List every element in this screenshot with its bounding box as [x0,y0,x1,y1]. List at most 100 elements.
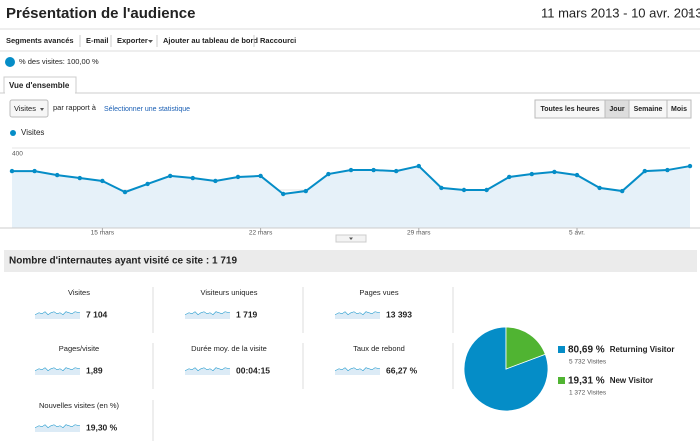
x-tick-label: 22 mars [249,230,273,237]
legend-value: 80,69 % [568,345,605,356]
y-tick-label: 400 [12,151,23,158]
point[interactable] [665,167,670,173]
metric-label: Nouvelles visites (en %) [39,401,120,410]
metric-value: 66,27 % [386,365,418,375]
metric-value: 19,30 % [86,422,118,432]
period-label[interactable]: Mois [671,106,687,113]
toolbar-item[interactable]: Raccourci [260,36,296,45]
metric-value: 7 104 [86,309,108,319]
tab-label[interactable]: Vue d'ensemble [9,81,70,90]
point[interactable] [145,181,150,187]
sparkline [185,367,230,375]
point[interactable] [552,169,557,175]
point[interactable] [597,185,602,191]
legend-swatch [558,346,565,353]
page-title: Présentation de l'audience [6,5,195,22]
legend-label: New Visitor [610,376,653,385]
toolbar: Segments avancés E-mail Exporter Ajouter au… [6,35,296,47]
point[interactable] [394,168,399,174]
legend-label: Visites [21,128,44,137]
metric-value: 13 393 [386,309,412,319]
point[interactable] [122,189,128,195]
sparkline [35,367,80,375]
date-picker[interactable] [537,4,697,24]
point[interactable] [461,187,467,193]
point[interactable] [620,188,625,194]
metric-value: 1 719 [236,309,258,319]
point[interactable] [371,167,376,173]
point[interactable] [574,172,580,178]
metric-select[interactable] [9,99,49,118]
metric-value: 1,89 [86,365,103,375]
point[interactable] [77,175,83,181]
dropdown-arrow [688,12,692,15]
point[interactable] [9,168,15,174]
sparkline [35,311,80,319]
x-tick-label: 5 avr. [569,230,585,237]
metric-label: Visiteurs uniques [201,288,258,297]
point[interactable] [484,187,489,193]
period-buttons: Toutes les heures Jour Semaine Mois [534,99,692,119]
dropdown-arrow [148,40,153,43]
point[interactable] [168,173,173,179]
sparkline [185,311,230,319]
metric-select-label[interactable]: Visites [14,104,36,113]
dropdown-arrow [40,108,44,111]
point[interactable] [416,163,421,169]
period-label[interactable]: Semaine [634,106,663,113]
area [12,166,690,228]
point[interactable] [303,188,308,194]
point[interactable] [235,174,241,180]
point[interactable] [687,163,693,169]
summary-title: Nombre d'internautes ayant visité ce sit… [9,256,237,267]
metric-label: Durée moy. de la visite [191,344,267,353]
point[interactable] [642,168,647,174]
metric-tiles: Visites 7 104 Visiteurs uniques 1 719 Pages … [35,287,454,441]
metric-label: Pages vues [359,288,398,297]
period-label[interactable]: Jour [609,106,624,113]
toolbar-item[interactable]: Exporter [117,36,148,45]
point[interactable] [258,173,263,179]
toolbar-item[interactable]: Segments avancés [6,36,74,45]
point[interactable] [439,185,444,191]
period-label[interactable]: Toutes les heures [540,106,599,113]
point[interactable] [281,191,286,197]
select-link[interactable]: Sélectionner une statistique [104,106,190,113]
segment-label: % des visites: 100,00 % [19,57,99,66]
legend-detail: 1 372 Visites [569,390,607,397]
point[interactable] [529,171,534,177]
sparkline [335,367,380,375]
metric-label: Pages/visite [59,344,99,353]
pie-slice[interactable] [463,326,549,412]
legend-marker [10,130,16,136]
metric-label: Taux de rebond [353,344,405,353]
point[interactable] [190,175,195,181]
expand-arrow [349,237,353,240]
date-range[interactable]: 11 mars 2013 - 10 avr. 2013 [541,5,700,20]
point[interactable] [55,172,60,178]
point[interactable] [507,174,512,180]
point[interactable] [326,171,331,177]
sparkline [35,424,80,432]
period-button[interactable] [666,99,692,119]
point[interactable] [213,178,218,184]
compare-label: par rapport à [53,103,97,112]
toolbar-item[interactable]: Ajouter au tableau de bord [163,36,258,45]
point[interactable] [100,178,105,184]
metric-value: 00:04:15 [236,365,270,375]
legend-detail: 5 732 Visites [569,359,607,366]
x-tick-label: 15 mars [91,230,115,237]
x-tick-label: 29 mars [407,230,431,237]
pie-slice[interactable] [505,326,546,370]
segment-icon [5,57,15,67]
summary-bar [4,250,697,272]
metric-label: Visites [68,288,90,297]
sparkline [335,311,380,319]
point[interactable] [32,168,37,174]
point[interactable] [348,167,354,173]
toolbar-item[interactable]: E-mail [86,36,109,45]
